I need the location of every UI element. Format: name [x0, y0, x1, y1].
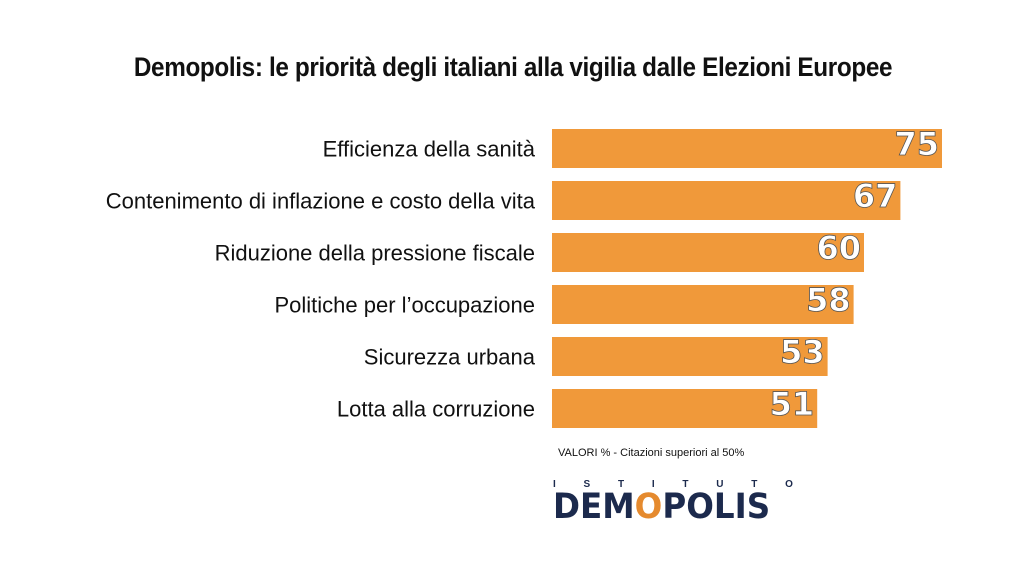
bar	[552, 285, 854, 324]
bar	[552, 389, 818, 428]
logo-part2: POLIS	[662, 487, 771, 527]
logo-letter: T	[751, 479, 758, 490]
logo-letter: O	[785, 479, 793, 490]
category-label: Contenimento di inflazione e costo della…	[106, 189, 536, 214]
category-label: Riduzione della pressione fiscale	[215, 241, 535, 266]
value-label: 51	[770, 385, 815, 423]
value-label: 58	[806, 281, 851, 319]
logo-letter: I	[553, 479, 556, 490]
logo-wordmark: DEMOPOLIS	[553, 487, 786, 527]
bar	[552, 181, 901, 220]
category-label: Lotta alla corruzione	[337, 397, 535, 422]
logo-o: O	[634, 487, 663, 527]
category-label: Efficienza della sanità	[323, 137, 536, 162]
value-label: 67	[853, 177, 898, 215]
category-label: Politiche per l’occupazione	[275, 293, 536, 318]
category-label: Sicurezza urbana	[364, 345, 536, 370]
value-label: 75	[894, 125, 939, 163]
bar	[552, 337, 828, 376]
chart-title: Demopolis: le priorità degli italiani al…	[133, 52, 893, 82]
logo-letter: I	[651, 479, 655, 490]
logo-part1: DEM	[553, 487, 635, 527]
values-note: VALORI % - Citazioni superiori al 50%	[558, 447, 745, 459]
logo-letter: T	[682, 479, 689, 490]
bar	[552, 233, 864, 272]
bar	[552, 129, 942, 168]
logo-letter: S	[583, 479, 591, 490]
logo-letter: T	[617, 479, 625, 490]
logo-letter: U	[716, 479, 724, 490]
value-label: 53	[780, 333, 825, 371]
value-label: 60	[816, 229, 861, 267]
